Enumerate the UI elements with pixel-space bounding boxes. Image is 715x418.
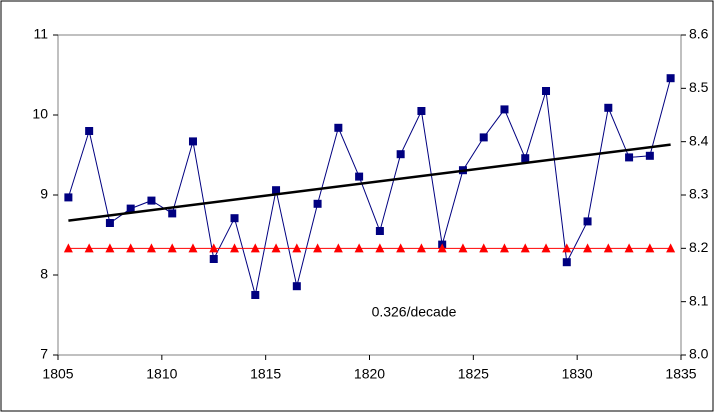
marker — [624, 243, 634, 253]
marker — [209, 243, 219, 253]
marker — [666, 74, 675, 83]
marker — [645, 151, 654, 160]
marker — [603, 243, 613, 253]
marker — [583, 243, 593, 253]
y2-tick-label: 8.4 — [689, 132, 709, 148]
marker — [355, 172, 364, 181]
marker — [521, 154, 530, 163]
marker — [105, 219, 114, 227]
marker — [542, 87, 551, 95]
marker — [146, 243, 156, 253]
marker — [583, 217, 592, 226]
marker — [500, 105, 509, 114]
marker — [479, 133, 488, 142]
y2-tick-label: 8.3 — [689, 186, 709, 202]
marker — [562, 243, 572, 253]
marker — [666, 243, 676, 253]
marker — [230, 214, 239, 223]
x-tick-label: 1835 — [665, 366, 696, 382]
y-tick-label: 11 — [33, 26, 48, 42]
marker — [396, 150, 405, 159]
marker — [479, 243, 489, 253]
marker — [354, 243, 364, 253]
marker — [313, 199, 322, 208]
x-tick-label: 1815 — [250, 366, 281, 382]
marker — [230, 243, 240, 253]
marker — [375, 243, 385, 253]
x-tick-label: 1825 — [458, 366, 489, 382]
marker — [250, 243, 260, 253]
marker — [375, 227, 384, 235]
marker — [313, 243, 323, 253]
marker — [333, 243, 343, 253]
marker — [126, 204, 135, 213]
y2-tick-label: 8.5 — [689, 79, 709, 95]
x-tick-label: 1810 — [146, 366, 177, 382]
marker — [85, 127, 94, 135]
marker — [168, 209, 177, 218]
y-tick-label: 8 — [40, 266, 48, 282]
trend-line — [68, 143, 671, 222]
y2-tick-label: 8.2 — [689, 239, 709, 255]
marker — [604, 103, 613, 112]
marker — [562, 258, 571, 267]
x-tick-label: 1830 — [562, 366, 593, 382]
marker — [271, 243, 281, 253]
marker — [417, 107, 426, 115]
marker — [84, 243, 94, 253]
annotation: 0.326/decade — [372, 304, 457, 320]
y-tick-label: 7 — [40, 346, 48, 362]
marker — [188, 243, 198, 253]
marker — [437, 243, 447, 253]
x-tick-label: 1805 — [42, 366, 73, 382]
marker — [272, 186, 281, 195]
marker — [63, 243, 73, 253]
y2-tick-label: 8.6 — [689, 26, 709, 42]
y2-tick-label: 8.1 — [689, 292, 709, 308]
y-tick-label: 9 — [40, 186, 48, 202]
marker — [396, 243, 406, 253]
marker — [625, 153, 634, 162]
marker — [167, 243, 177, 253]
marker — [188, 137, 197, 146]
marker — [416, 243, 426, 253]
marker — [334, 123, 343, 132]
marker — [520, 243, 530, 253]
marker — [458, 243, 468, 253]
marker — [251, 291, 260, 299]
marker — [126, 243, 136, 253]
x-tick-label: 1820 — [354, 366, 385, 382]
marker — [645, 243, 655, 253]
marker — [105, 243, 115, 253]
marker — [292, 282, 301, 291]
marker — [292, 243, 302, 253]
y2-tick-label: 8.0 — [689, 346, 709, 362]
marker — [499, 243, 509, 253]
y-tick-label: 10 — [32, 106, 48, 122]
marker — [64, 193, 73, 202]
marker — [209, 255, 218, 263]
marker — [147, 196, 156, 205]
marker — [541, 243, 551, 253]
